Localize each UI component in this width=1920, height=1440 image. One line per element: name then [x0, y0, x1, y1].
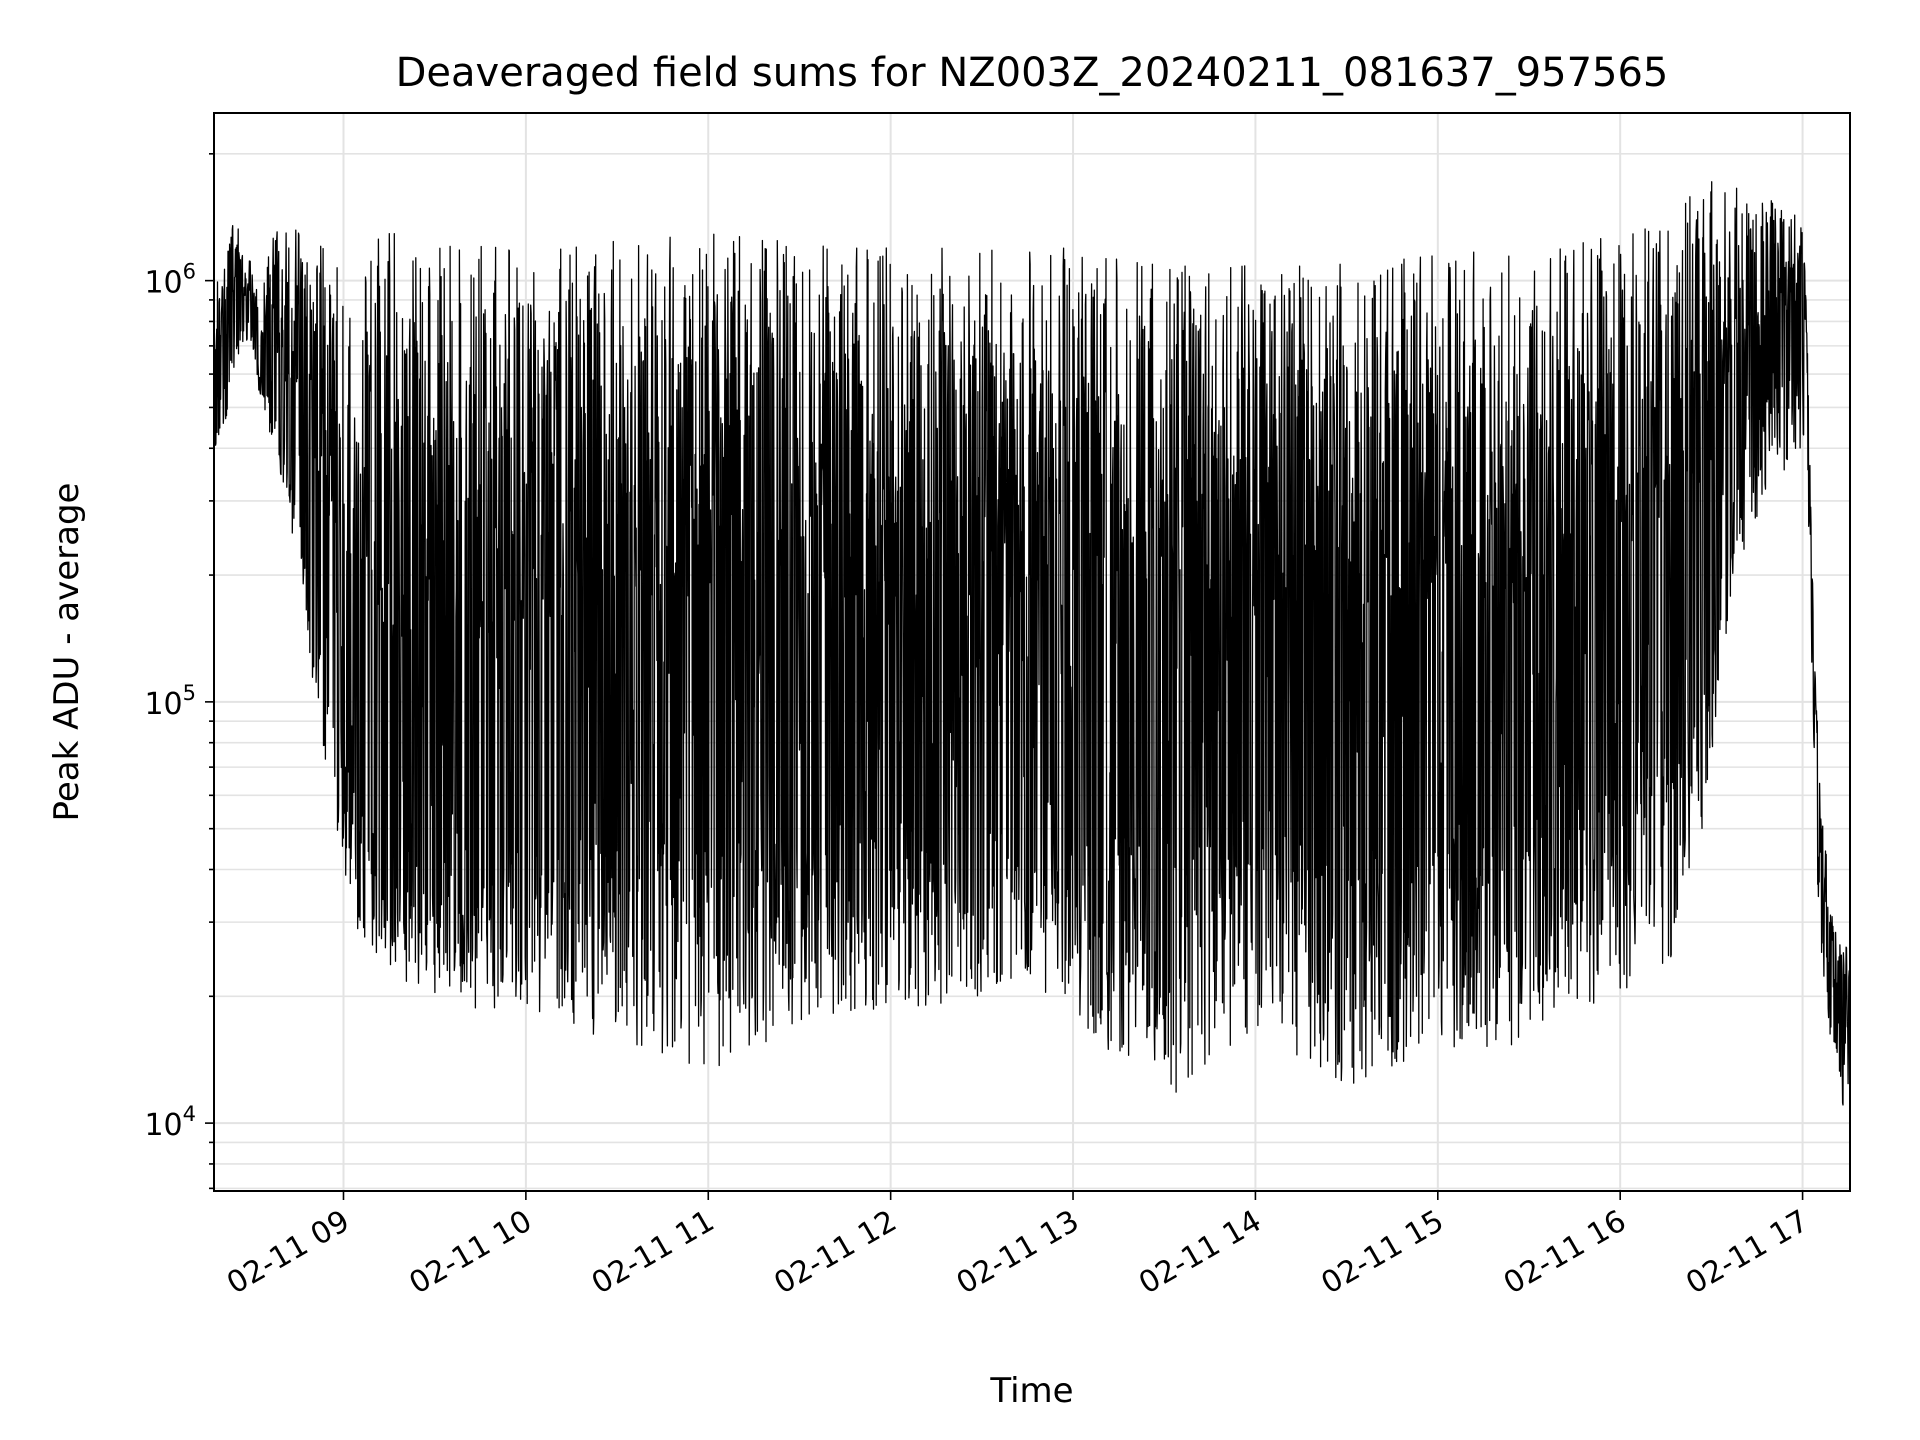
x-axis-label: Time	[989, 1371, 1073, 1411]
y-tick-label: 106	[144, 260, 196, 301]
y-axis-label: Peak ADU - average	[47, 483, 87, 822]
plot-frame	[213, 112, 1851, 1192]
y-tick-label: 105	[144, 681, 196, 722]
chart-title: Deaveraged field sums for NZ003Z_2024021…	[396, 50, 1669, 96]
plot-area	[214, 181, 1850, 1106]
y-tick-label: 104	[144, 1102, 196, 1143]
y-axis: 104 105 106	[144, 153, 214, 1190]
series-line	[214, 181, 1850, 1106]
